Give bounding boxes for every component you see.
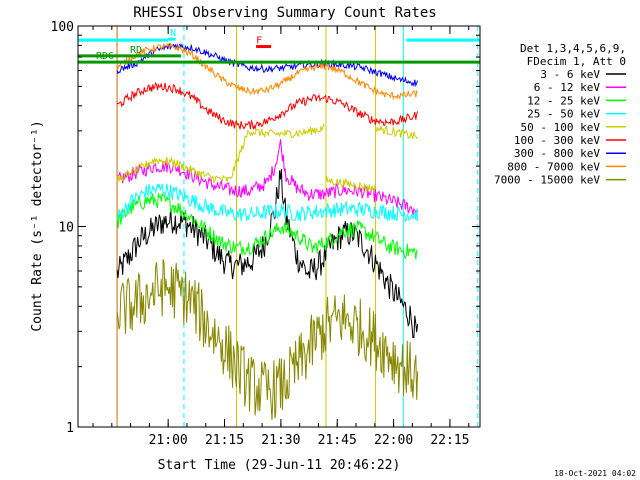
x-tick-label-5: 22:15: [430, 433, 469, 448]
x-tick-label-2: 21:30: [261, 433, 300, 448]
y-axis-label: Count Rate (s⁻¹ detector⁻¹): [30, 120, 45, 331]
legend-label-1: 6 - 12 keV: [534, 81, 601, 94]
series-line-4-2: [375, 125, 418, 140]
series-line-3-0: [116, 183, 419, 223]
y-tick-label-1: 10: [58, 221, 74, 236]
legend-label-6: 300 - 800 keV: [514, 147, 600, 160]
series-line-0-0: [116, 168, 419, 338]
x-axis-label: Start Time (29-Jun-11 20:46:22): [158, 458, 401, 473]
y-tick-label-2: 100: [51, 20, 74, 35]
legend-label-5: 100 - 300 keV: [514, 134, 600, 147]
series-line-2-0: [116, 192, 418, 260]
chart-title: RHESSI Observing Summary Count Rates: [133, 5, 436, 21]
x-tick-label-1: 21:15: [205, 433, 244, 448]
timestamp: 18-Oct-2021 04:02: [554, 469, 636, 478]
legend-label-4: 50 - 100 keV: [521, 121, 601, 134]
y-tick-label-0: 1: [66, 421, 74, 436]
series-line-5-0: [116, 81, 419, 131]
series-line-4-1: [325, 176, 377, 193]
legend-label-3: 25 - 50 keV: [527, 108, 600, 121]
series-line-6-0: [116, 43, 419, 88]
legend-label-8: 7000 - 15000 keV: [494, 174, 600, 187]
legend: Det 1,3,4,5,6,9,FDecim 1, Att 03 - 6 keV…: [494, 42, 626, 187]
legend-label-7: 800 - 7000 keV: [507, 160, 600, 173]
flag-label-1: N: [170, 28, 176, 39]
axes: 21:00 21:15 21:30 21:45 22:00 22:15 1 10 100: [51, 20, 480, 448]
x-tick-label-3: 21:45: [318, 433, 357, 448]
series-line-7-0: [116, 42, 418, 101]
flag-label-3: RD6: [96, 51, 114, 62]
legend-label-2: 12 - 25 keV: [527, 94, 600, 107]
legend-header-1: FDecim 1, Att 0: [527, 55, 626, 68]
series-line-4-0: [116, 123, 325, 184]
flag-bars: N RD RD6 F: [78, 28, 480, 64]
x-tick-label-0: 21:00: [149, 433, 188, 448]
series-lines: [116, 42, 419, 421]
x-tick-label-4: 22:00: [374, 433, 413, 448]
flag-label-4: F: [256, 36, 262, 47]
flag-label-2: RD: [130, 45, 142, 56]
legend-header-0: Det 1,3,4,5,6,9,: [520, 42, 626, 55]
series-line-1-0: [116, 139, 419, 217]
series-line-8-0: [116, 259, 419, 421]
legend-label-0: 3 - 6 keV: [540, 68, 600, 81]
